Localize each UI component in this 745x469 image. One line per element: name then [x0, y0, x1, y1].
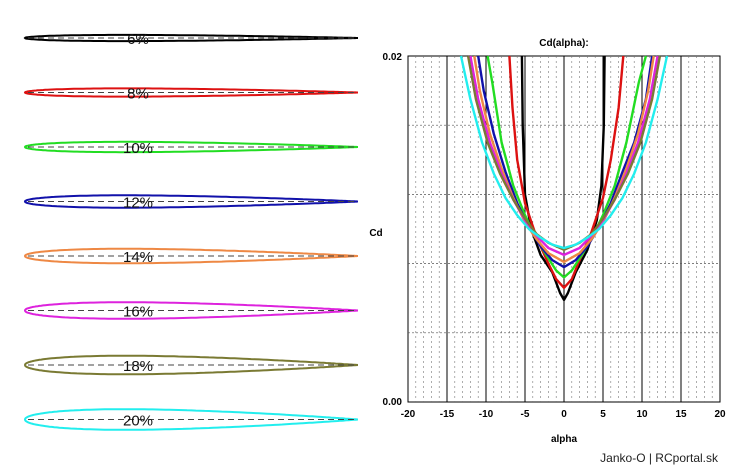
airfoil-12: 12% — [23, 194, 358, 212]
airfoil-thickness-label: 12% — [123, 195, 153, 212]
airfoil-8: 8% — [23, 86, 358, 103]
series-line-18 — [466, 55, 662, 251]
airfoil-18: 18% — [23, 354, 358, 376]
airfoil-profiles: 6% 8% 10% 12% 14% 16% 18% 20% — [23, 31, 358, 431]
airfoil-thickness-label: 6% — [127, 31, 149, 48]
airfoil-outline — [23, 194, 358, 209]
airfoil-14: 14% — [23, 247, 358, 266]
series-line-20 — [459, 55, 669, 250]
airfoil-6: 6% — [23, 31, 358, 48]
airfoil-thickness-label: 10% — [123, 140, 153, 157]
x-tick-label: 15 — [675, 409, 687, 420]
airfoil-outline — [23, 354, 358, 376]
airfoil-thickness-label: 18% — [123, 358, 153, 375]
airfoil-16: 16% — [23, 301, 358, 321]
airfoil-thickness-label: 20% — [123, 413, 153, 430]
x-axis-label: alpha — [551, 434, 578, 445]
airfoil-thickness-label: 16% — [123, 304, 153, 321]
airfoil-outline — [23, 247, 358, 265]
x-tick-label: -10 — [479, 409, 494, 420]
y-tick-label-top: 0.02 — [383, 52, 403, 63]
x-tick-label: 20 — [714, 409, 726, 420]
airfoil-outline — [23, 301, 358, 320]
x-tick-label: 5 — [600, 409, 606, 420]
airfoil-10: 10% — [23, 140, 358, 157]
x-tick-labels: -20 -15 -10 -5 0 5 10 15 20 — [401, 409, 726, 420]
series-line-16 — [469, 55, 659, 257]
series-line-8 — [508, 55, 625, 289]
airfoil-outline — [23, 140, 358, 154]
chart-title: Cd(alpha): — [539, 38, 588, 49]
airfoil-thickness-label: 14% — [123, 249, 153, 266]
airfoil-20: 20% — [23, 408, 358, 431]
x-tick-label: 10 — [636, 409, 648, 420]
series-line-10 — [486, 55, 648, 279]
series-layer — [459, 55, 669, 302]
airfoil-outline — [23, 408, 358, 431]
airfoil-outline — [23, 33, 358, 43]
x-tick-label: -15 — [440, 409, 455, 420]
y-tick-label-bottom: 0.00 — [383, 397, 403, 408]
airfoil-thickness-label: 8% — [127, 86, 149, 103]
x-tick-label: 0 — [561, 409, 567, 420]
airfoil-outline — [23, 87, 358, 98]
x-tick-label: -20 — [401, 409, 416, 420]
series-line-12 — [477, 55, 654, 269]
x-tick-label: -5 — [521, 409, 530, 420]
series-line-14 — [473, 55, 655, 264]
credit-text: Janko-O | RCportal.sk — [600, 451, 719, 465]
y-axis-label: Cd — [369, 228, 382, 239]
cd-alpha-chart: Cd(alpha): Cd alpha 0.02 0.00 -20 -15 -10-… — [369, 38, 726, 445]
